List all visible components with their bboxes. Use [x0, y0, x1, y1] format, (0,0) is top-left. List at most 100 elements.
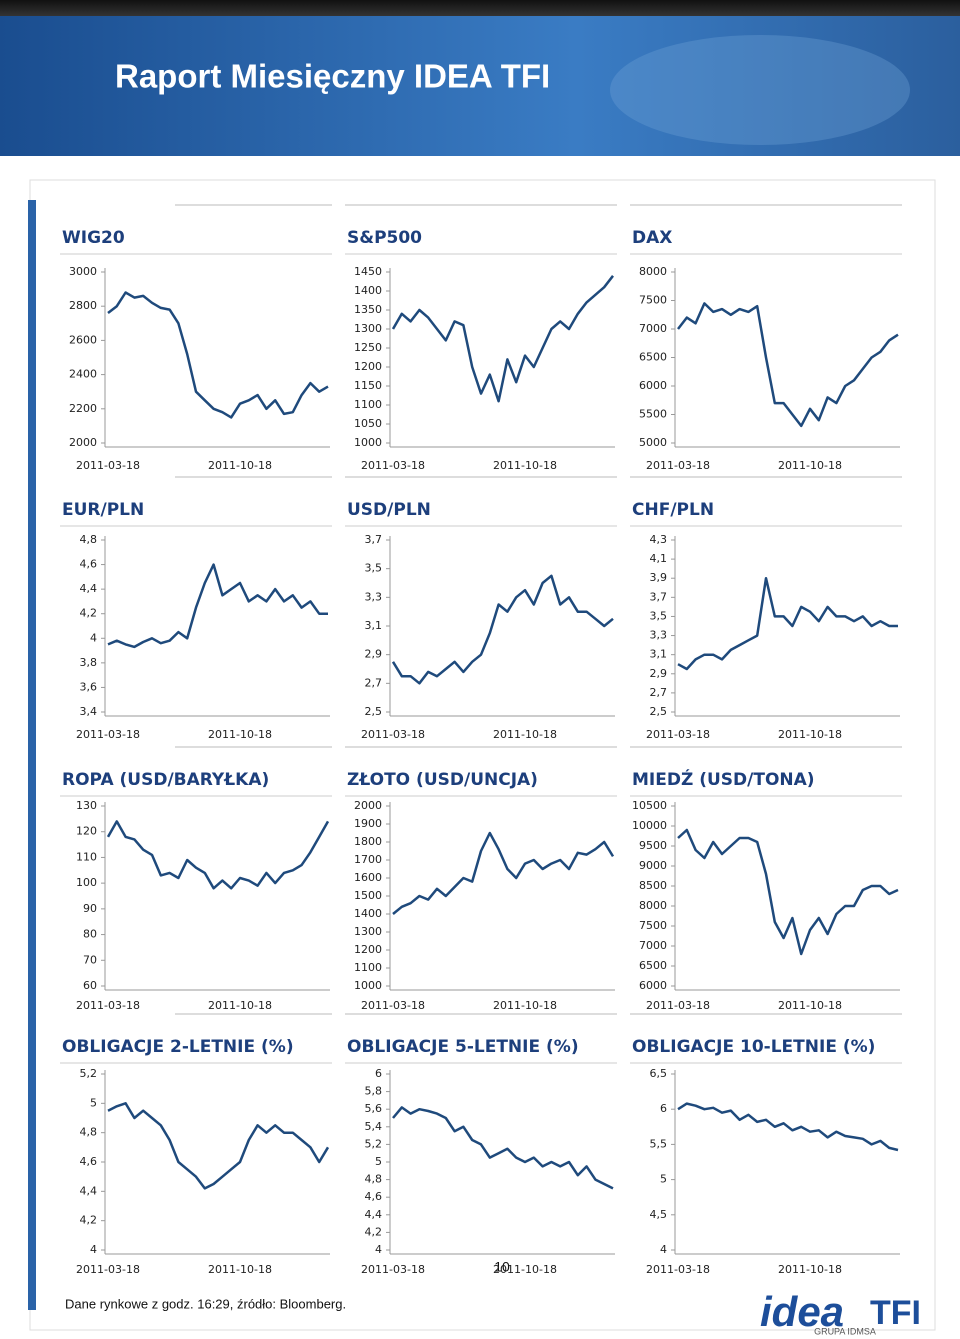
y-tick-label: 4,4: [80, 1184, 98, 1197]
y-tick-label: 80: [83, 928, 97, 941]
y-tick-label: 2,5: [365, 705, 383, 718]
price-line: [677, 828, 899, 956]
chart-title: DAX: [632, 228, 672, 248]
price-line: [106, 820, 330, 890]
x-tick-label: 2011-03-18: [76, 999, 140, 1012]
y-tick-label: 5: [660, 1173, 667, 1186]
x-tick-label: 2011-10-18: [493, 999, 557, 1012]
y-tick-label: 1250: [354, 341, 382, 354]
x-tick-label: 2011-03-18: [361, 728, 425, 741]
y-tick-label: 4,5: [650, 1208, 668, 1221]
price-line: [392, 831, 615, 915]
y-tick-label: 9500: [639, 839, 667, 852]
chart-title: EUR/PLN: [62, 500, 144, 520]
y-tick-label: 6: [375, 1067, 382, 1080]
y-tick-label: 4,8: [80, 1126, 98, 1139]
y-tick-label: 3,3: [365, 590, 383, 603]
x-tick-label: 2011-10-18: [493, 459, 557, 472]
y-tick-label: 1300: [354, 322, 382, 335]
y-tick-label: 7000: [639, 939, 667, 952]
logo-suffix: TFI: [870, 1294, 921, 1332]
x-tick-label: 2011-03-18: [76, 728, 140, 741]
page-number: 10: [494, 1259, 510, 1275]
y-tick-label: 1400: [354, 907, 382, 920]
y-tick-label: 2,7: [650, 686, 668, 699]
y-tick-label: 2400: [69, 368, 97, 381]
x-tick-label: 2011-10-18: [493, 728, 557, 741]
y-tick-label: 8000: [639, 265, 667, 278]
x-tick-label: 2011-03-18: [646, 728, 710, 741]
y-tick-label: 100: [76, 876, 97, 889]
y-tick-label: 4,4: [80, 582, 98, 595]
y-tick-label: 120: [76, 825, 97, 838]
y-tick-label: 1700: [354, 853, 382, 866]
x-tick-label: 2011-03-18: [361, 459, 425, 472]
x-tick-label: 2011-10-18: [208, 999, 272, 1012]
chart-title: WIG20: [62, 228, 125, 248]
y-tick-label: 4,2: [80, 1214, 98, 1227]
page-title: Raport Miesięczny IDEA TFI: [115, 58, 550, 95]
y-tick-label: 4: [90, 631, 97, 644]
x-tick-label: 2011-10-18: [208, 459, 272, 472]
price-line: [107, 291, 329, 419]
y-tick-label: 6: [660, 1102, 667, 1115]
y-tick-label: 4,2: [365, 1225, 383, 1238]
y-tick-label: 2000: [354, 799, 382, 812]
y-tick-label: 3,3: [650, 629, 668, 642]
y-tick-label: 8500: [639, 879, 667, 892]
logo-group: GRUPA IDMSA: [814, 1326, 876, 1336]
y-tick-label: 7500: [639, 294, 667, 307]
y-tick-label: 1800: [354, 835, 382, 848]
y-tick-label: 1400: [354, 284, 382, 297]
y-tick-label: 5: [375, 1155, 382, 1168]
y-tick-label: 3,1: [650, 648, 668, 661]
y-tick-label: 2,5: [650, 705, 668, 718]
y-tick-label: 3,5: [365, 562, 383, 575]
y-tick-label: 2000: [69, 436, 97, 449]
y-tick-label: 1200: [354, 943, 382, 956]
y-tick-label: 2,9: [365, 648, 383, 661]
x-tick-label: 2011-10-18: [208, 728, 272, 741]
y-tick-label: 4: [660, 1243, 667, 1256]
y-tick-label: 3,9: [650, 571, 668, 584]
y-tick-label: 1000: [354, 436, 382, 449]
x-tick-label: 2011-10-18: [778, 728, 842, 741]
y-tick-label: 1350: [354, 303, 382, 316]
y-tick-label: 5500: [639, 408, 667, 421]
y-tick-label: 2600: [69, 333, 97, 346]
y-tick-label: 8000: [639, 899, 667, 912]
y-tick-label: 4,8: [365, 1173, 383, 1186]
price-line: [107, 563, 328, 649]
y-tick-label: 4,2: [80, 607, 98, 620]
content-panel: [29, 179, 936, 1331]
top-strip: [0, 0, 960, 16]
y-tick-label: 4,6: [365, 1190, 383, 1203]
y-tick-label: 70: [83, 953, 97, 966]
x-tick-label: 2011-10-18: [778, 459, 842, 472]
globe: [610, 35, 910, 145]
y-tick-label: 5,6: [365, 1102, 383, 1115]
side-stripe: [28, 200, 36, 1310]
y-tick-label: 5000: [639, 436, 667, 449]
header-band: [0, 16, 960, 156]
y-tick-label: 6000: [639, 379, 667, 392]
y-tick-label: 6500: [639, 351, 667, 364]
y-tick-label: 5,4: [365, 1120, 383, 1133]
chart-title: USD/PLN: [347, 500, 431, 520]
y-tick-label: 7500: [639, 919, 667, 932]
y-tick-label: 1600: [354, 871, 382, 884]
x-tick-label: 2011-03-18: [76, 459, 140, 472]
y-tick-label: 1100: [354, 961, 382, 974]
y-tick-label: 5,5: [650, 1137, 668, 1150]
price-line: [677, 302, 899, 428]
chart-title: OBLIGACJE 2-LETNIE (%): [62, 1037, 294, 1057]
y-tick-label: 2,9: [650, 667, 668, 680]
x-tick-label: 2011-10-18: [493, 1263, 557, 1276]
y-tick-label: 4: [375, 1243, 382, 1256]
y-tick-label: 130: [76, 799, 97, 812]
y-tick-label: 10500: [632, 799, 667, 812]
y-tick-label: 5: [90, 1096, 97, 1109]
y-tick-label: 1150: [354, 379, 382, 392]
y-tick-label: 9000: [639, 859, 667, 872]
source-note: Dane rynkowe z godz. 16:29, źródło: Bloo…: [65, 1296, 346, 1311]
